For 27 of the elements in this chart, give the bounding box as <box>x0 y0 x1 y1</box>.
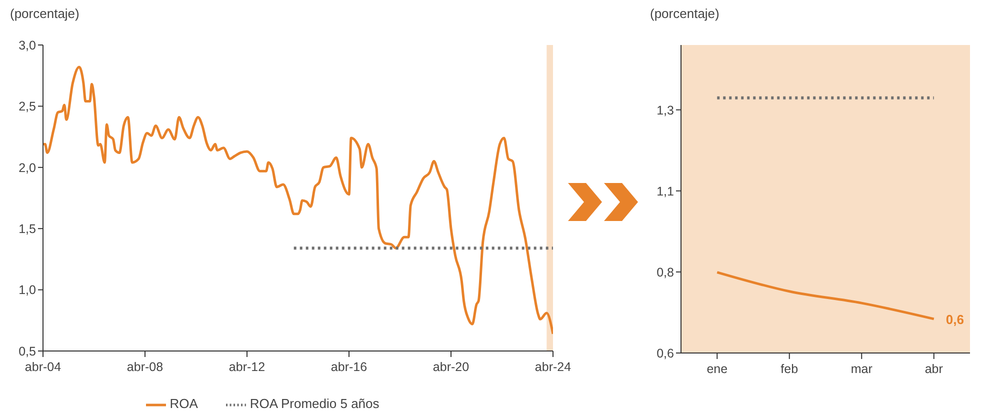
y-axis-title: (porcentaje) <box>650 6 720 21</box>
x-tick-label: ene <box>706 362 728 376</box>
legend-label: ROA Promedio 5 años <box>250 396 380 412</box>
line-series <box>43 66 553 336</box>
legend-label: ROA <box>170 396 198 412</box>
x-tick-label: feb <box>780 362 798 376</box>
y-tick-label: 1,5 <box>18 222 36 236</box>
y-tick-label: 0,5 <box>18 344 36 358</box>
x-tick-label: mar <box>850 362 872 376</box>
y-axis-title: (porcentaje) <box>10 6 80 21</box>
y-tick-label: 3,0 <box>18 38 36 52</box>
x-tick-label: abr-08 <box>126 360 164 374</box>
annotation: 0,6 <box>946 312 964 327</box>
y-tick-label: 1,1 <box>656 184 674 198</box>
y-tick-label: 1,0 <box>18 283 36 298</box>
x-tick-label: abr-24 <box>534 360 572 374</box>
x-tick-label: abr-04 <box>24 360 62 374</box>
line-series <box>716 271 936 320</box>
y-tick-label: 2,5 <box>18 100 36 114</box>
y-tick-label: 2,0 <box>18 160 36 175</box>
y-tick-label: 0,8 <box>656 265 674 280</box>
y-tick-label: 1,3 <box>656 103 674 118</box>
x-tick-label: abr-16 <box>330 360 368 374</box>
x-tick-label: abr <box>924 362 943 376</box>
x-tick-label: abr-20 <box>432 360 470 374</box>
x-tick-label: abr-12 <box>228 360 266 374</box>
y-tick-label: 0,6 <box>656 346 674 360</box>
